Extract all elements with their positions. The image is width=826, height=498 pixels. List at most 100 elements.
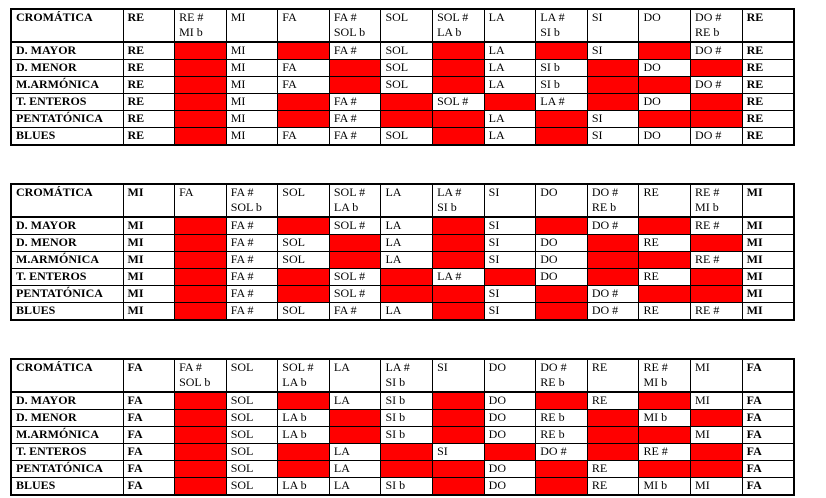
scale-row-label: PENTATÓNICA <box>10 110 124 128</box>
scale-note-cell: FA # <box>328 93 382 111</box>
scale-note-cell: FA <box>741 409 795 427</box>
scale-note-cell: DO # <box>535 443 588 461</box>
header-note-cell: MI <box>690 358 743 393</box>
excluded-note-cell <box>328 234 382 252</box>
scale-note-cell: FA <box>122 477 176 496</box>
excluded-note-cell <box>638 251 692 269</box>
excluded-note-cell <box>638 391 692 410</box>
scale-note-cell: SI <box>483 216 537 235</box>
excluded-note-cell <box>174 285 227 303</box>
scale-note-cell: SI <box>483 234 537 252</box>
scale-row-label: D. MENOR <box>10 234 124 252</box>
scale-note-cell: FA <box>277 59 330 77</box>
scale-note-cell: DO <box>638 93 692 111</box>
excluded-note-cell <box>690 234 743 252</box>
scale-note-cell: SI b <box>380 391 434 410</box>
excluded-note-cell <box>690 110 743 128</box>
scale-row-blues: BLUES MI FA # SOL FA # LA SI DO # RE RE # MI <box>10 302 795 321</box>
scale-note-cell: RE <box>741 93 795 111</box>
corner-label-cell: CROMÁTICA <box>10 183 124 218</box>
scale-note-cell: LA <box>380 251 434 269</box>
scale-note-cell: RE # <box>690 251 743 269</box>
scale-note-cell: SI b <box>380 426 434 444</box>
header-note-cell: SOL <box>380 8 434 43</box>
scale-note-cell: FA # <box>328 302 382 321</box>
excluded-note-cell <box>174 426 227 444</box>
excluded-note-cell <box>535 460 588 478</box>
scale-note-cell: SI b <box>535 59 588 77</box>
scale-note-cell: RE b <box>535 409 588 427</box>
scale-note-cell: SOL <box>380 127 434 146</box>
scale-note-cell: RE # <box>638 443 692 461</box>
excluded-note-cell <box>277 391 330 410</box>
corner-label-cell: CROMÁTICA <box>10 8 124 43</box>
scale-note-cell: FA <box>741 443 795 461</box>
scale-note-cell: RE <box>122 110 176 128</box>
excluded-note-cell <box>277 110 330 128</box>
excluded-note-cell <box>432 426 485 444</box>
scale-row-m-arm-nica: M.ARMÓNICA RE MI FA SOL LA SI b DO # RE <box>10 76 795 94</box>
excluded-note-cell <box>328 59 382 77</box>
excluded-note-cell <box>277 443 330 461</box>
scale-note-cell: SOL <box>380 59 434 77</box>
excluded-note-cell <box>638 110 692 128</box>
scale-note-cell: LA b <box>277 409 330 427</box>
excluded-note-cell <box>535 477 588 496</box>
excluded-note-cell <box>586 409 640 427</box>
scale-note-cell: FA <box>122 426 176 444</box>
scale-note-cell: FA # <box>328 41 382 60</box>
scale-row-label: PENTATÓNICA <box>10 285 124 303</box>
scale-note-cell: LA b <box>277 426 330 444</box>
scale-note-cell: DO <box>483 391 537 410</box>
scale-note-cell: SOL <box>225 426 279 444</box>
excluded-note-cell <box>483 93 537 111</box>
scale-note-cell: SOL <box>380 41 434 60</box>
scale-note-cell: RE <box>638 234 692 252</box>
excluded-note-cell <box>638 285 692 303</box>
scale-row-m-arm-nica: M.ARMÓNICA FA SOL LA b SI b DO RE b MI FA <box>10 426 795 444</box>
scale-row-label: D. MENOR <box>10 409 124 427</box>
scale-note-cell: RE # <box>690 216 743 235</box>
chromatic-header-row: CROMÁTICA FA FA # SOL b SOL SOL # LA b LA LA #… <box>10 358 795 393</box>
header-note-cell: SI <box>483 183 537 218</box>
header-note-cell: RE <box>638 183 692 218</box>
scale-note-cell: MI <box>225 110 279 128</box>
excluded-note-cell <box>535 41 588 60</box>
scale-note-cell: MI <box>225 41 279 60</box>
excluded-note-cell <box>483 443 537 461</box>
scale-note-cell: DO # <box>586 302 640 321</box>
scale-row-label: PENTATÓNICA <box>10 460 124 478</box>
scale-note-cell: RE <box>122 93 176 111</box>
header-note-cell: LA # SI b <box>432 183 485 218</box>
scale-note-cell: LA <box>328 391 382 410</box>
excluded-note-cell <box>380 443 434 461</box>
header-note-cell: FA # SOL b <box>328 8 382 43</box>
scale-note-cell: MI <box>741 234 795 252</box>
scale-note-cell: DO # <box>690 127 743 146</box>
scale-row-label: M.ARMÓNICA <box>10 426 124 444</box>
excluded-note-cell <box>432 460 485 478</box>
scale-note-cell: RE <box>741 59 795 77</box>
excluded-note-cell <box>174 110 227 128</box>
excluded-note-cell <box>638 460 692 478</box>
scale-note-cell: FA <box>122 391 176 410</box>
excluded-note-cell <box>690 443 743 461</box>
scale-note-cell: SOL <box>277 234 330 252</box>
scale-note-cell: FA # <box>328 110 382 128</box>
scale-note-cell: MI <box>690 477 743 496</box>
scale-note-cell: FA # <box>328 127 382 146</box>
header-note-cell: LA # SI b <box>380 358 434 393</box>
scale-note-cell: SI b <box>380 477 434 496</box>
excluded-note-cell <box>432 302 485 321</box>
excluded-note-cell <box>483 268 537 286</box>
scale-note-cell: RE <box>122 76 176 94</box>
scale-note-cell: DO # <box>690 76 743 94</box>
scale-note-cell: RE <box>122 59 176 77</box>
scale-note-cell: SI b <box>535 76 588 94</box>
excluded-note-cell <box>174 460 227 478</box>
header-note-cell: RE <box>741 8 795 43</box>
scale-row-label: T. ENTEROS <box>10 268 124 286</box>
scale-note-cell: SI <box>483 285 537 303</box>
scale-row-label: T. ENTEROS <box>10 443 124 461</box>
excluded-note-cell <box>690 409 743 427</box>
